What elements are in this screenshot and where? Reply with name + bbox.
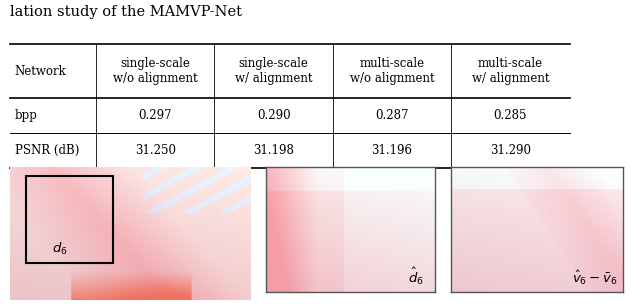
Text: $d_6$: $d_6$ xyxy=(52,241,68,257)
Text: 0.290: 0.290 xyxy=(257,109,291,122)
Text: 31.290: 31.290 xyxy=(490,144,531,157)
Text: 0.297: 0.297 xyxy=(138,109,172,122)
Text: lation study of the MAMVP-Net: lation study of the MAMVP-Net xyxy=(10,5,242,19)
Text: multi-scale
w/ alignment: multi-scale w/ alignment xyxy=(472,57,549,85)
Text: single-scale
w/o alignment: single-scale w/o alignment xyxy=(113,57,198,85)
Text: PSNR (dB): PSNR (dB) xyxy=(15,144,79,157)
Text: single-scale
w/ alignment: single-scale w/ alignment xyxy=(235,57,312,85)
Text: multi-scale
w/o alignment: multi-scale w/o alignment xyxy=(349,57,435,85)
Text: 0.285: 0.285 xyxy=(493,109,527,122)
Bar xyxy=(26,176,113,263)
Text: 0.287: 0.287 xyxy=(375,109,409,122)
Text: Network: Network xyxy=(15,65,67,78)
Text: $\hat{d}_6$: $\hat{d}_6$ xyxy=(408,266,423,287)
Text: $\hat{v}_6-\bar{v}_6$: $\hat{v}_6-\bar{v}_6$ xyxy=(572,269,618,287)
Text: 31.250: 31.250 xyxy=(134,144,176,157)
Text: 31.196: 31.196 xyxy=(371,144,413,157)
Text: bpp: bpp xyxy=(15,109,38,122)
Text: 31.198: 31.198 xyxy=(253,144,294,157)
